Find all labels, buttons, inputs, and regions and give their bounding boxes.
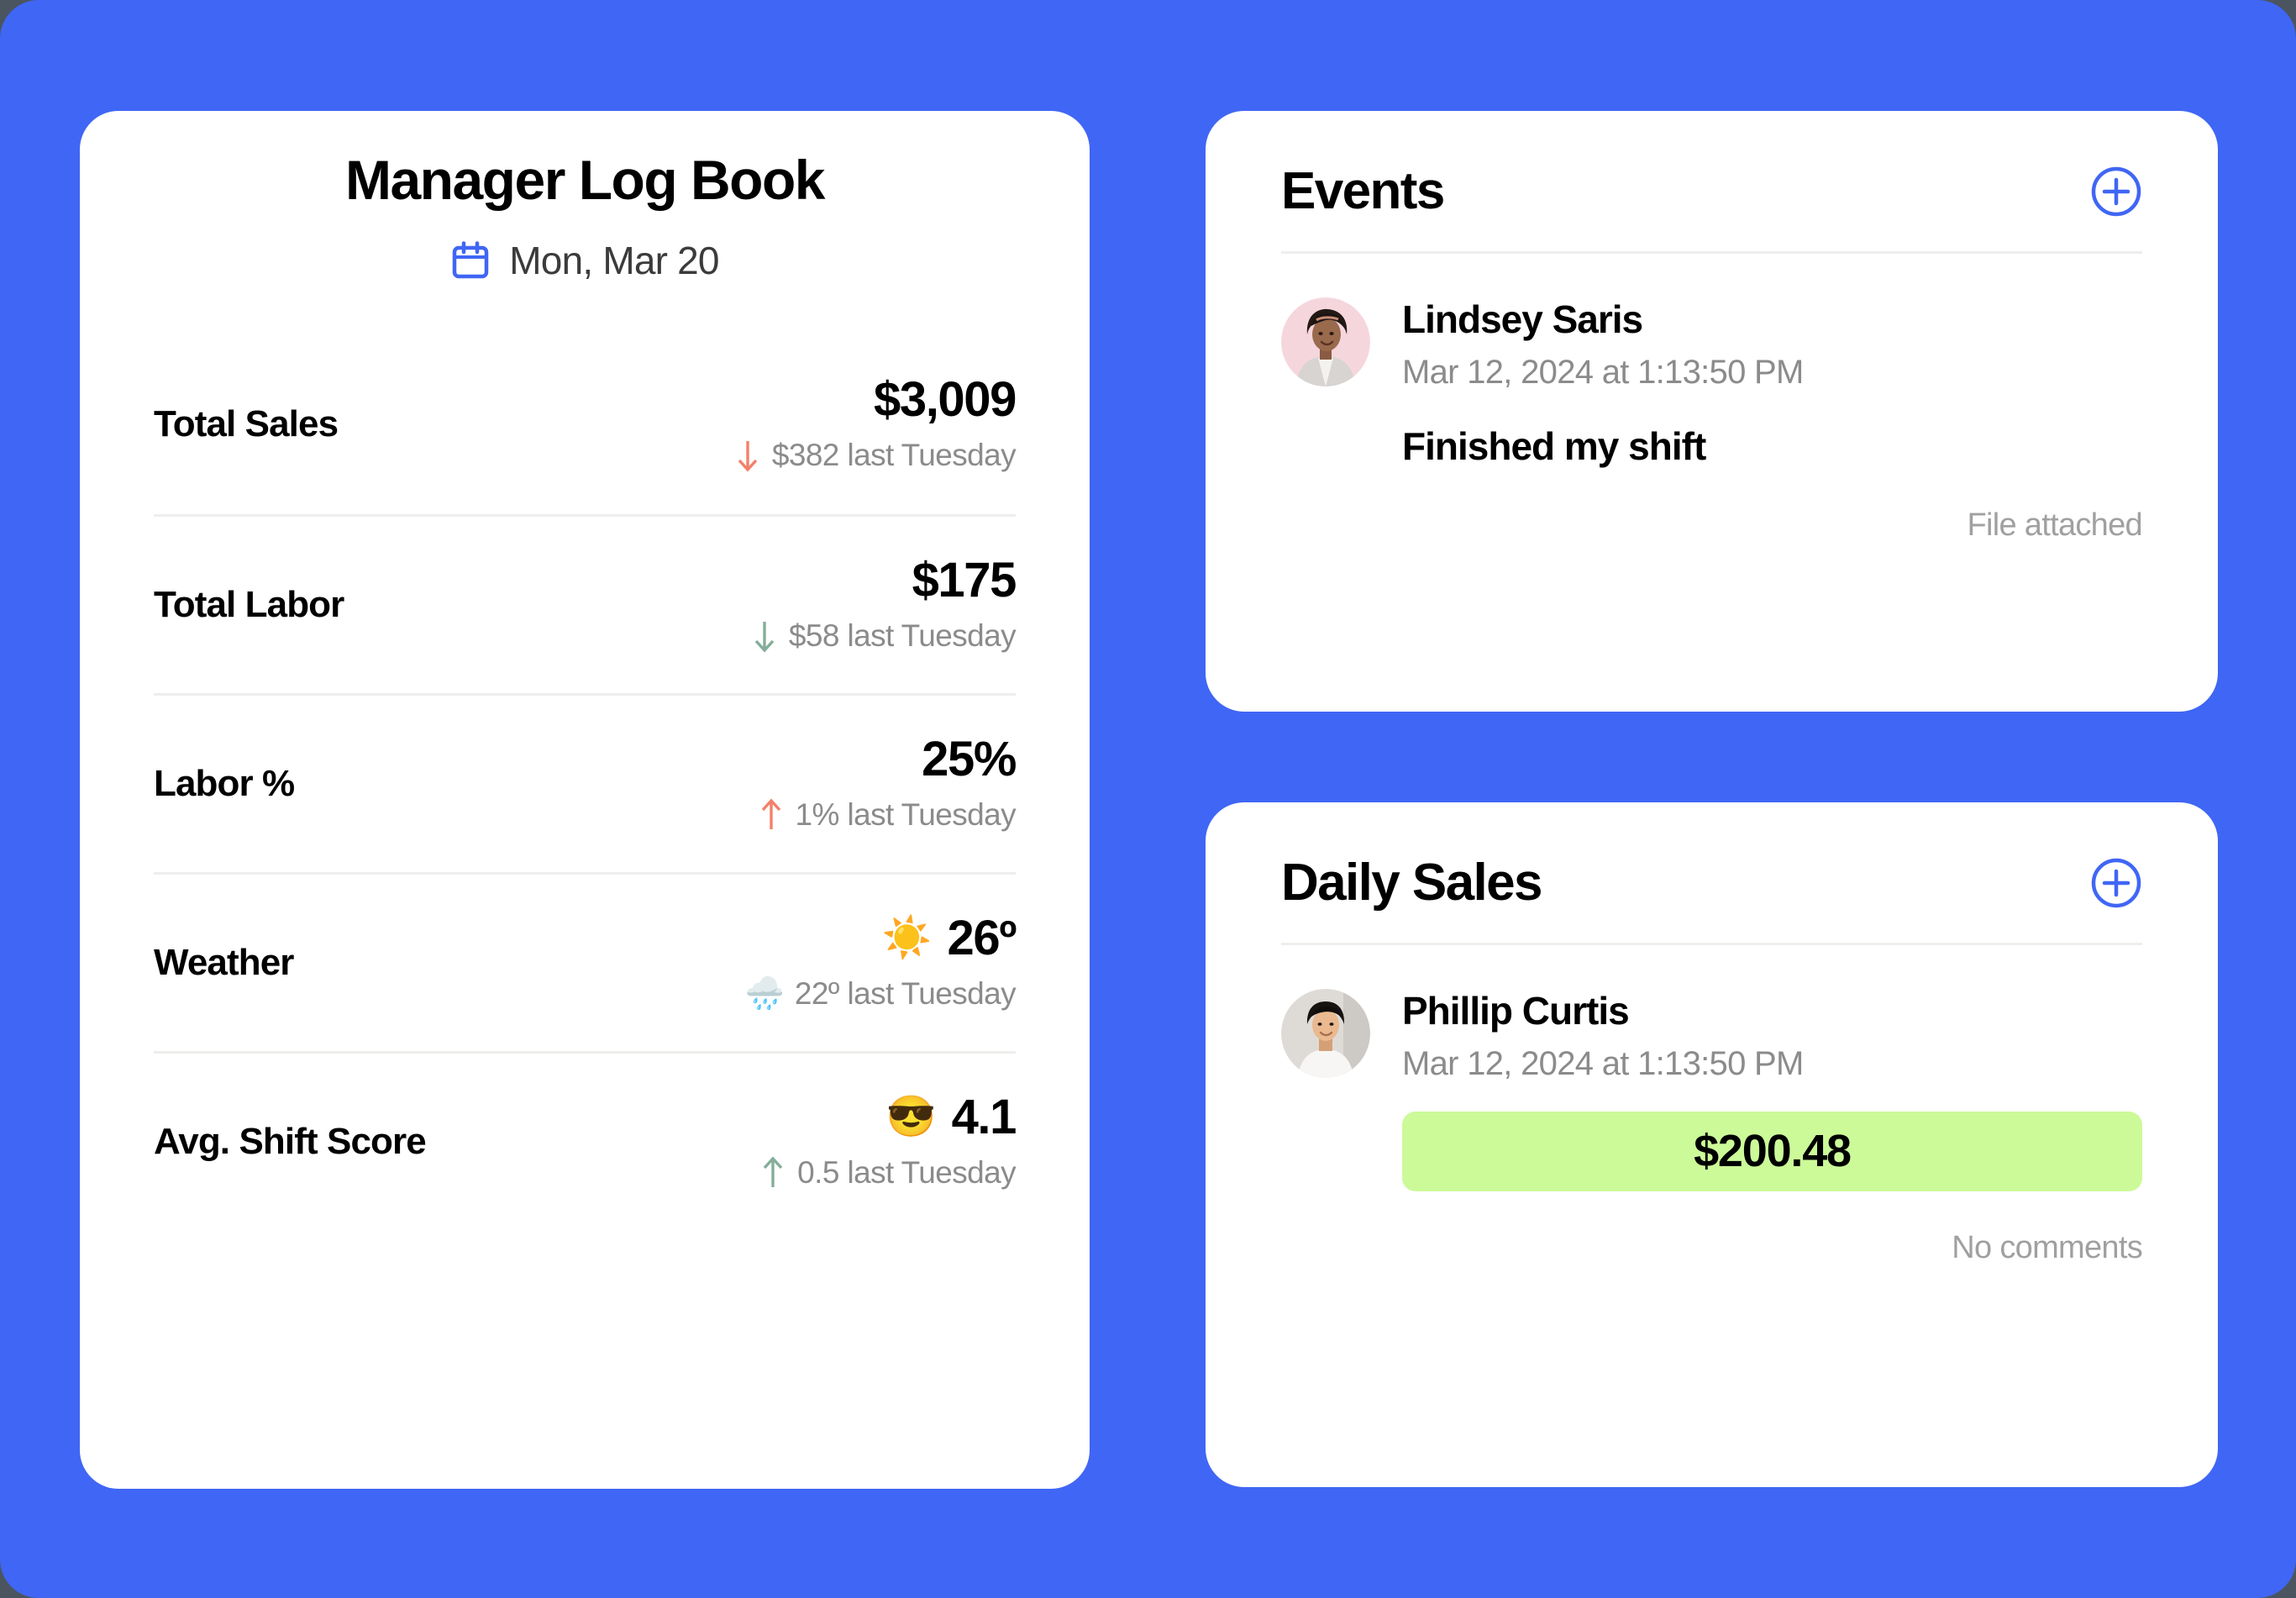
sun-icon: ☀️ xyxy=(881,915,933,960)
manager-log-book-card: Manager Log Book Mon, Mar 20 Total Sales xyxy=(80,111,1090,1489)
daily-sales-entry-body: Phillip Curtis Mar 12, 2024 at 1:13:50 P… xyxy=(1402,989,2143,1266)
stat-value-line: $3,009 xyxy=(733,372,1017,428)
arrow-up-icon xyxy=(757,798,785,832)
events-header: Events xyxy=(1206,111,2218,221)
divider xyxy=(1281,943,2142,945)
stat-label: Avg. Shift Score xyxy=(154,1120,427,1162)
stat-value-line: 😎 4.1 xyxy=(759,1089,1017,1144)
sales-comment-status: No comments xyxy=(1952,1229,2142,1265)
daily-sales-header: Daily Sales xyxy=(1206,802,2218,912)
stat-subtext: $58 last Tuesday xyxy=(788,618,1017,653)
sunglasses-face-icon: 😎 xyxy=(885,1094,937,1139)
daily-sales-card: Daily Sales xyxy=(1206,802,2218,1487)
stat-row[interactable]: Total Sales $3,009 $382 last Tuesday xyxy=(154,335,1017,514)
stat-value: $175 xyxy=(912,552,1017,607)
daily-sales-entry[interactable]: Phillip Curtis Mar 12, 2024 at 1:13:50 P… xyxy=(1206,945,2218,1266)
plus-circle-icon[interactable] xyxy=(2090,857,2142,909)
divider xyxy=(1281,251,2142,254)
stat-value: 4.1 xyxy=(951,1089,1017,1144)
stat-sub-line: 0.5 last Tuesday xyxy=(759,1154,1017,1191)
stat-subtext: 22º last Tuesday xyxy=(794,975,1017,1011)
daily-sales-title: Daily Sales xyxy=(1281,854,1542,912)
stat-value-line: $175 xyxy=(750,552,1017,607)
arrow-up-icon xyxy=(759,1156,787,1190)
stat-right: $175 $58 last Tuesday xyxy=(750,552,1017,654)
stat-label: Weather xyxy=(154,941,294,983)
event-entry-body: Lindsey Saris Mar 12, 2024 at 1:13:50 PM… xyxy=(1402,297,2143,544)
stat-value-line: 25% xyxy=(757,731,1017,786)
stat-row[interactable]: Weather ☀️ 26º 🌧️ 22º last Tuesday xyxy=(154,871,1017,1051)
stat-row[interactable]: Avg. Shift Score 😎 4.1 0.5 last xyxy=(154,1050,1017,1230)
stat-subtext: 0.5 last Tuesday xyxy=(797,1154,1016,1190)
stat-subtext: 1% last Tuesday xyxy=(795,796,1017,832)
sales-amount-pill[interactable]: $200.48 xyxy=(1402,1111,2142,1191)
stat-sub-line: 1% last Tuesday xyxy=(757,796,1017,833)
stat-label: Total Labor xyxy=(154,583,344,625)
stat-right: 25% 1% last Tuesday xyxy=(757,731,1017,833)
page-title: Manager Log Book xyxy=(344,149,826,211)
event-author-name: Lindsey Saris xyxy=(1402,297,1643,341)
log-book-header: Manager Log Book Mon, Mar 20 xyxy=(80,111,1090,283)
stat-sub-line: $382 last Tuesday xyxy=(733,438,1017,473)
rain-cloud-icon: 🌧️ xyxy=(744,975,785,1012)
log-book-date: Mon, Mar 20 xyxy=(509,238,719,282)
stat-row[interactable]: Labor % 25% 1% last Tuesday xyxy=(154,692,1017,872)
stat-right: ☀️ 26º 🌧️ 22º last Tuesday xyxy=(744,910,1017,1012)
stat-right: $3,009 $382 last Tuesday xyxy=(733,372,1017,473)
stat-subtext: $382 last Tuesday xyxy=(771,438,1017,473)
avatar-phillip-curtis xyxy=(1281,989,1370,1078)
stat-label: Labor % xyxy=(154,762,295,804)
sales-amount: $200.48 xyxy=(1694,1126,1852,1177)
arrow-down-icon xyxy=(733,439,762,472)
stat-row[interactable]: Total Labor $175 $58 last Tuesday xyxy=(154,513,1017,693)
sales-timestamp: Mar 12, 2024 at 1:13:50 PM xyxy=(1402,1044,1804,1082)
stat-sub-line: 🌧️ 22º last Tuesday xyxy=(744,975,1017,1012)
plus-circle-icon[interactable] xyxy=(2090,166,2142,218)
event-attachment-status: File attached xyxy=(1967,507,2143,543)
stat-sub-line: $58 last Tuesday xyxy=(750,618,1017,654)
stat-value: 25% xyxy=(922,731,1017,786)
stat-value: $3,009 xyxy=(874,372,1017,428)
events-card: Events xyxy=(1206,111,2218,712)
avatar-lindsey-saris xyxy=(1281,297,1370,386)
sales-author-name: Phillip Curtis xyxy=(1402,989,1630,1033)
event-entry[interactable]: Lindsey Saris Mar 12, 2024 at 1:13:50 PM… xyxy=(1206,254,2218,544)
events-title: Events xyxy=(1281,162,1445,220)
arrow-down-icon xyxy=(750,619,779,653)
calendar-icon xyxy=(450,240,491,281)
stat-value: 26º xyxy=(947,910,1017,965)
stat-right: 😎 4.1 0.5 last Tuesday xyxy=(759,1089,1017,1191)
event-message: Finished my shift xyxy=(1402,423,1706,468)
stat-label: Total Sales xyxy=(154,403,339,445)
log-book-date-row[interactable]: Mon, Mar 20 xyxy=(80,238,1090,283)
event-timestamp: Mar 12, 2024 at 1:13:50 PM xyxy=(1402,353,1804,391)
stats-list: Total Sales $3,009 $382 last Tuesday xyxy=(80,335,1090,1230)
stat-value-line: ☀️ 26º xyxy=(745,910,1017,965)
